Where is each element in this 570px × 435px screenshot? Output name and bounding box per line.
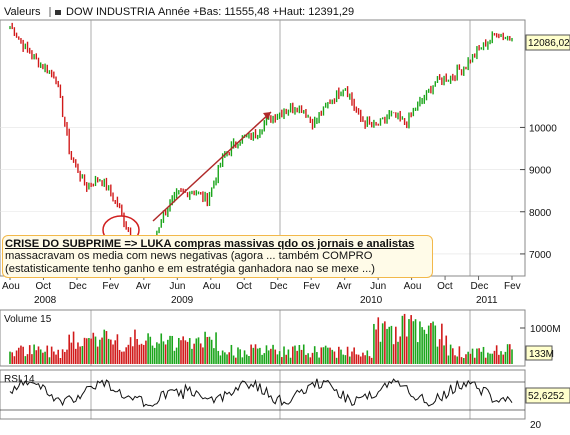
month-label: Avr: [136, 281, 151, 292]
last-rsi-tag: [525, 387, 570, 404]
year-label: 2008: [34, 295, 57, 306]
month-label: Aou: [203, 281, 221, 292]
volume-bars: [9, 313, 513, 364]
time-axis: Aou Oct Dec Fev Avr Jun Aou Oct Dec Fev Avr Jun Aou O…: [0, 275, 525, 309]
annotation-line-2: massacravam os media com news negativas …: [5, 250, 373, 263]
price-grid: [0, 20, 525, 419]
month-label: Aou: [404, 281, 422, 292]
trend-arrow-head-icon: [263, 112, 271, 120]
last-volume-tag: [525, 345, 553, 361]
trend-arrow-line: [152, 111, 272, 222]
month-label: Dec: [69, 281, 87, 292]
price-tick-label: 7000: [529, 250, 552, 261]
last-rsi-value: 52,6252: [528, 391, 565, 402]
year-label: 2011: [476, 295, 498, 306]
rsi-panel-title: RSI 14: [4, 374, 35, 385]
price-y-axis: 7000 8000 9000 10000: [520, 123, 557, 261]
year-labels: 2008 2009 2010 2011: [34, 295, 498, 306]
month-label: Avr: [337, 281, 352, 292]
instrument-marker-icon: [55, 10, 61, 15]
valeurs-label: Valeurs: [4, 6, 41, 18]
price-tick-label: 8000: [529, 208, 552, 219]
price-panel: 7000 8000 9000 10000 12086,02: [0, 19, 570, 419]
last-volume-value: 133M: [529, 349, 554, 360]
volume-panel-title: Volume 15: [4, 314, 52, 325]
price-tick-label: 9000: [529, 166, 552, 177]
rsi-panel: RSI 14 52,6252 20: [0, 369, 570, 431]
rsi-line: [9, 378, 513, 408]
annotation-line-1: CRISE DO SUBPRIME => LUKA compras massiv…: [5, 238, 415, 250]
month-label: Dec: [471, 281, 489, 292]
period-stats: Année +Bas: 11555,48 +Haut: 12391,29: [158, 6, 354, 18]
year-label: 2010: [360, 295, 383, 306]
month-label: Fev: [102, 281, 119, 292]
volume-panel-frame: [0, 309, 526, 367]
month-label: Oct: [35, 281, 51, 292]
last-price-value: 12086,02: [528, 38, 570, 49]
month-label: Jun: [370, 281, 386, 292]
month-label: Fev: [504, 281, 521, 292]
month-labels: Aou Oct Dec Fev Avr Jun Aou Oct Dec Fev Avr Jun Aou O…: [2, 276, 521, 292]
annotation-line-3: (estatisticamente tenho ganho e em estra…: [5, 262, 376, 275]
rsi-panel-frame: [0, 369, 526, 420]
price-tick-label: 10000: [529, 123, 557, 134]
volume-tick-label: 1000M: [530, 324, 561, 335]
month-label: Oct: [236, 281, 252, 292]
annotation-box: CRISE DO SUBPRIME => LUKA compras massiv…: [2, 235, 433, 278]
month-label: Dec: [270, 281, 288, 292]
header-bar: Valeurs DOW INDUSTRIA Année +Bas: 11555,…: [4, 6, 354, 18]
rsi-tick-label: 20: [530, 420, 542, 430]
month-label: Oct: [437, 281, 453, 292]
volume-panel: Volume 15 1000M 133M: [0, 309, 561, 367]
instrument-name[interactable]: DOW INDUSTRIA: [66, 6, 156, 18]
price-series: [9, 22, 513, 265]
month-label: Fev: [303, 281, 320, 292]
month-label: Aou: [2, 281, 20, 292]
year-label: 2009: [171, 295, 194, 306]
month-label: Jun: [169, 281, 185, 292]
last-price-tag: [525, 34, 570, 51]
